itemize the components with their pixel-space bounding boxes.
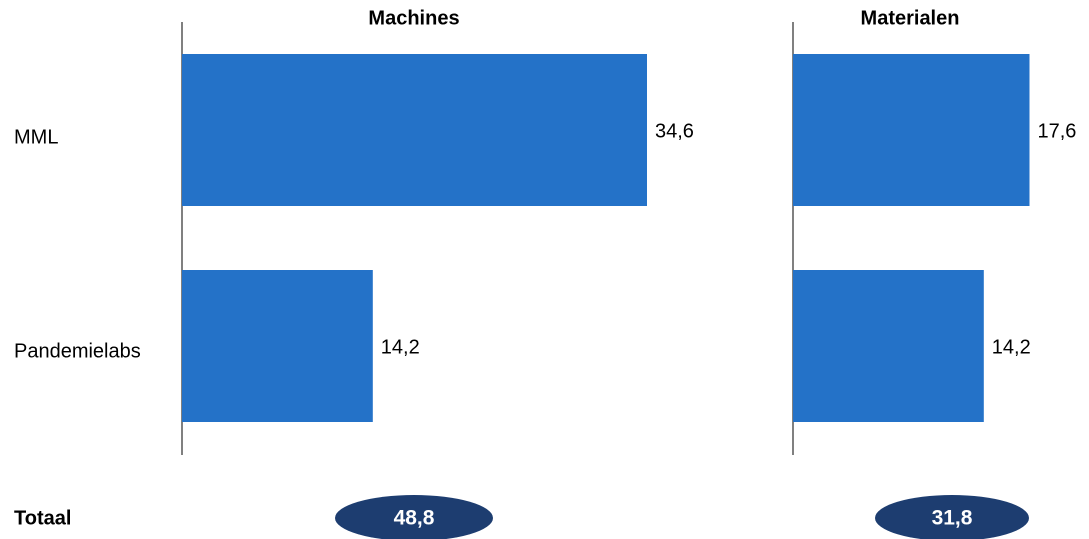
panel-title-machines: Machines (368, 7, 459, 29)
panel-machines: Machines 34,6 14,2 (181, 7, 694, 455)
total-label: Totaal (14, 507, 71, 529)
value-label-materialen-pandemielabs: 14,2 (992, 336, 1031, 358)
bar-machines-mml (182, 54, 647, 206)
bar-materialen-pandemielabs (793, 270, 984, 422)
value-label-machines-pandemielabs: 14,2 (381, 336, 420, 358)
total-badge-materialen: 31,8 (875, 495, 1029, 539)
total-value-machines: 48,8 (394, 507, 435, 530)
panel-materialen: Materialen 17,6 14,2 (792, 7, 1077, 455)
category-label-mml: MML (14, 126, 58, 148)
total-badge-materialen-shape (875, 495, 1029, 539)
total-value-materialen: 31,8 (932, 507, 973, 530)
total-badge-machines: 48,8 (335, 495, 493, 539)
category-label-pandemielabs: Pandemielabs (14, 340, 141, 362)
panel-title-materialen: Materialen (861, 7, 960, 29)
value-label-materialen-mml: 17,6 (1038, 120, 1077, 142)
total-badge-machines-shape (335, 495, 493, 539)
value-label-machines-mml: 34,6 (655, 120, 694, 142)
bar-machines-pandemielabs (182, 270, 373, 422)
bar-materialen-mml (793, 54, 1030, 206)
